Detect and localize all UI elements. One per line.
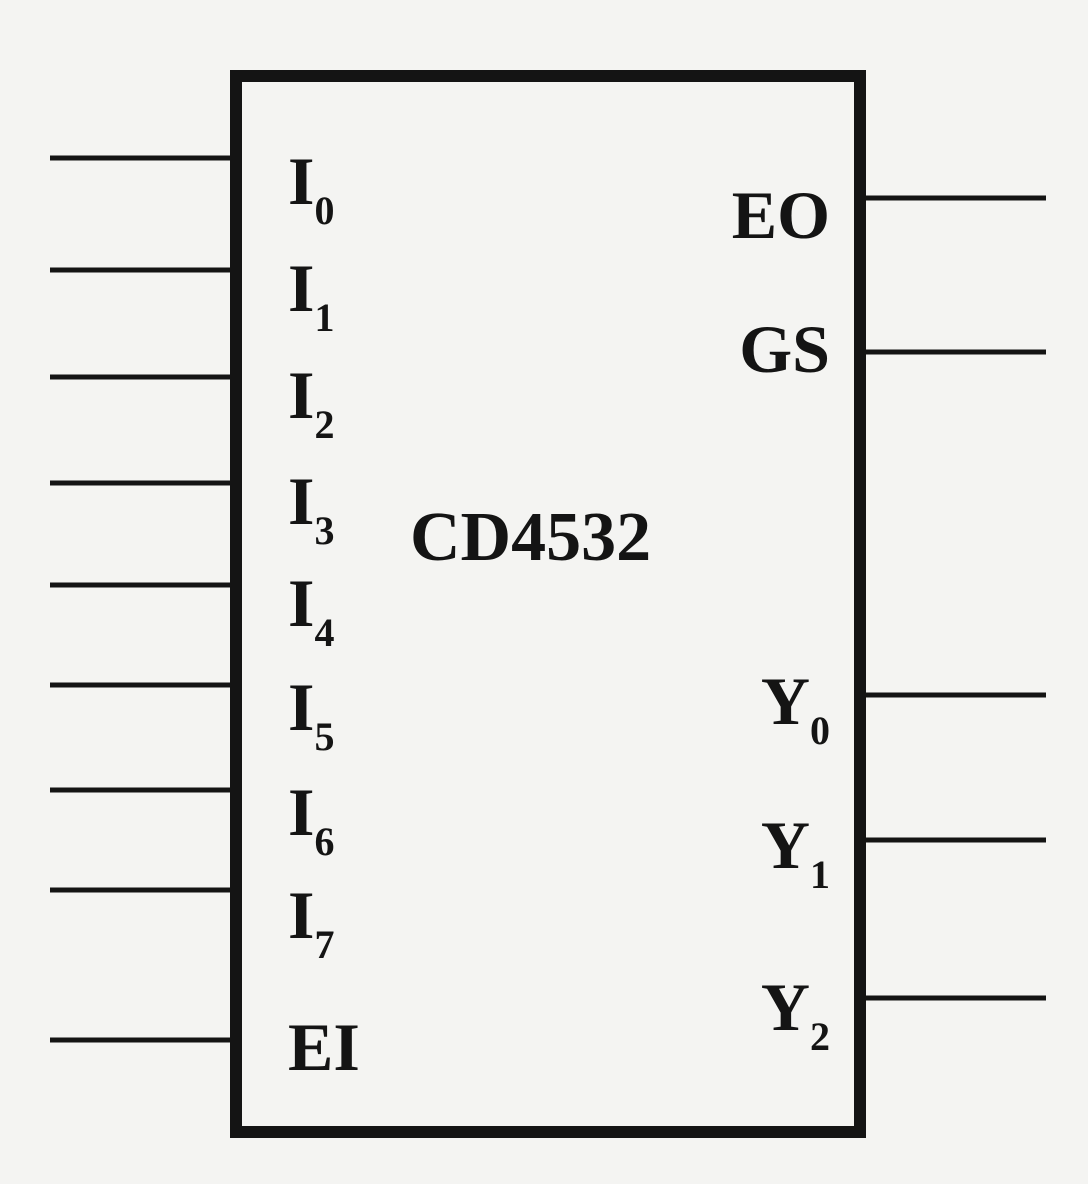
output-pin-label: Y2	[761, 969, 830, 1059]
pin-main-text: I	[288, 250, 314, 326]
pin-subscript: 2	[810, 1014, 830, 1059]
pin-main-text: Y	[761, 969, 810, 1045]
pin-main-text: Y	[761, 807, 810, 883]
output-pin-label: Y1	[761, 807, 830, 897]
input-pin-i1: I1	[50, 250, 334, 340]
pin-main-text: I	[288, 357, 314, 433]
output-pin-label: Y0	[761, 663, 830, 753]
pin-subscript: 7	[314, 922, 334, 967]
output-pin-gs: GS	[739, 311, 1046, 387]
pin-main-text: EI	[288, 1009, 360, 1085]
input-pin-i2: I2	[50, 357, 334, 447]
pin-main-text: I	[288, 463, 314, 539]
pin-subscript: 2	[314, 402, 334, 447]
input-pin-label: I0	[288, 143, 334, 233]
input-pin-i0: I0	[50, 143, 334, 233]
pin-main-text: EO	[732, 177, 830, 253]
input-pin-label: I1	[288, 250, 334, 340]
input-pin-label: I5	[288, 669, 334, 759]
input-pin-label: I6	[288, 774, 334, 864]
pin-subscript: 1	[314, 295, 334, 340]
pin-main-text: Y	[761, 663, 810, 739]
output-pin-y1: Y1	[761, 807, 1046, 897]
chip-name-label: CD4532	[410, 499, 651, 576]
output-pin-label: GS	[739, 311, 830, 387]
input-pin-label: I7	[288, 877, 334, 967]
pin-main-text: I	[288, 877, 314, 953]
input-pin-i5: I5	[50, 669, 334, 759]
pin-subscript: 5	[314, 714, 334, 759]
output-pin-y0: Y0	[761, 663, 1046, 753]
pin-subscript: 0	[314, 188, 334, 233]
pin-subscript: 6	[314, 819, 334, 864]
input-pin-label: I3	[288, 463, 334, 553]
pin-subscript: 3	[314, 508, 334, 553]
input-pin-i7: I7	[50, 877, 334, 967]
pin-main-text: GS	[739, 311, 830, 387]
pin-main-text: I	[288, 565, 314, 641]
input-pin-i3: I3	[50, 463, 334, 553]
input-pin-label: I2	[288, 357, 334, 447]
pin-main-text: I	[288, 774, 314, 850]
input-pin-label: I4	[288, 565, 334, 655]
pin-subscript: 4	[314, 610, 334, 655]
input-pin-label: EI	[288, 1009, 360, 1085]
output-pin-label: EO	[732, 177, 830, 253]
pin-main-text: I	[288, 143, 314, 219]
output-pin-y2: Y2	[761, 969, 1046, 1059]
input-pin-i4: I4	[50, 565, 334, 655]
input-pin-i6: I6	[50, 774, 334, 864]
pin-subscript: 1	[810, 852, 830, 897]
chip-body	[230, 70, 866, 1138]
pin-subscript: 0	[810, 708, 830, 753]
pin-main-text: I	[288, 669, 314, 745]
output-pin-eo: EO	[732, 177, 1046, 253]
input-pin-ei: EI	[50, 1009, 360, 1085]
